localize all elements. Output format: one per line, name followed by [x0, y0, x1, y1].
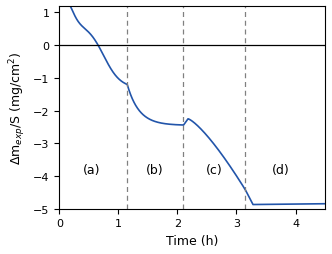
Text: (a): (a)	[83, 163, 101, 176]
Text: (b): (b)	[146, 163, 164, 176]
Y-axis label: Δm$_{exp}$/S (mg/cm$^2$): Δm$_{exp}$/S (mg/cm$^2$)	[7, 51, 28, 165]
X-axis label: Time (h): Time (h)	[166, 234, 218, 247]
Text: (d): (d)	[272, 163, 290, 176]
Text: (c): (c)	[206, 163, 222, 176]
